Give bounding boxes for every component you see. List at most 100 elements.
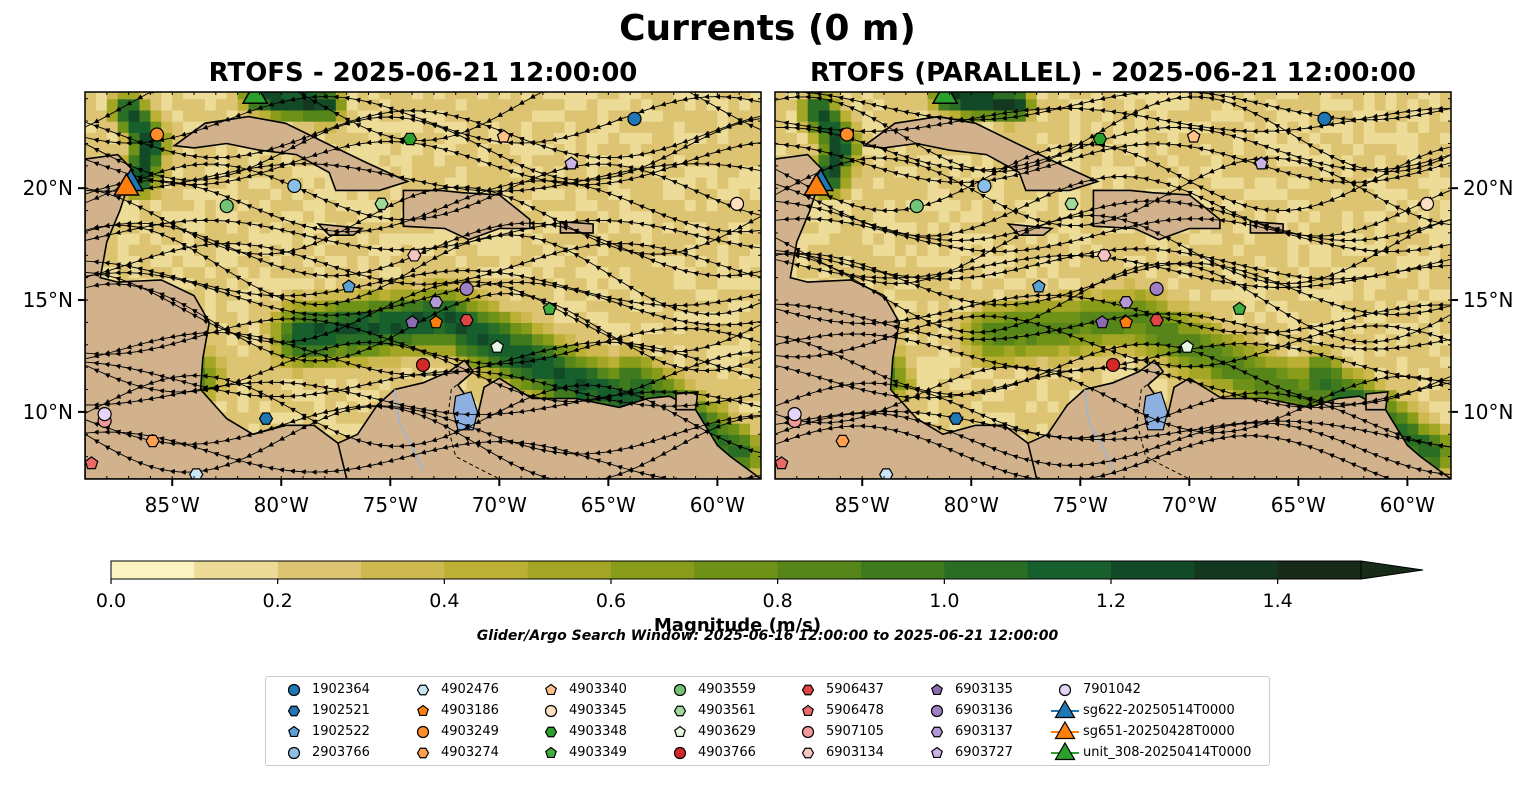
float-6903136 xyxy=(1149,281,1164,296)
legend-marker-icon xyxy=(545,683,557,696)
colorbar-bin xyxy=(277,561,362,579)
map-frame xyxy=(774,91,1452,480)
legend-item: sg622-20250514T0000 xyxy=(1051,699,1235,719)
legend-marker-icon xyxy=(1051,741,1079,761)
legend-marker-icon xyxy=(931,746,943,759)
argo-float-markers xyxy=(775,111,1435,479)
colorbar-bin xyxy=(1194,561,1279,579)
float-6903134 xyxy=(407,249,422,262)
legend-label: 4902476 xyxy=(441,682,499,697)
colorbar-bin xyxy=(1277,561,1362,579)
colorbar-tick-label: 0.0 xyxy=(96,590,126,612)
legend-item: 4903766 xyxy=(673,745,756,760)
float-6903136 xyxy=(459,281,474,296)
float-4903186 xyxy=(429,315,443,329)
y-tick-label: 20°N xyxy=(23,176,73,200)
legend-label: 6903136 xyxy=(955,703,1013,718)
legend-marker xyxy=(801,725,815,739)
float-4903274 xyxy=(145,434,160,448)
legend-label: 7901042 xyxy=(1083,682,1141,697)
float-1902521 xyxy=(948,412,964,425)
land-polygon xyxy=(675,390,699,411)
legend-label: 5907105 xyxy=(826,724,884,739)
map-plot-area xyxy=(85,92,761,479)
legend-label: 4903349 xyxy=(569,745,627,760)
legend-marker-icon xyxy=(801,725,815,739)
legend-marker xyxy=(674,725,686,738)
streamline xyxy=(85,92,761,144)
colorbar-bin xyxy=(444,561,529,579)
float-6903134 xyxy=(1097,249,1112,262)
float-4903345 xyxy=(729,196,745,211)
x-tick-label: 80°W xyxy=(944,493,999,517)
legend-label: 5906437 xyxy=(826,682,884,697)
legend-marker xyxy=(801,684,815,696)
legend-label: 6903134 xyxy=(826,745,884,760)
legend-label: 1902521 xyxy=(312,703,370,718)
colorbar-tick-label: 1.2 xyxy=(1096,590,1126,612)
float-6903135 xyxy=(405,315,419,329)
colorbar-bin xyxy=(111,561,195,579)
colorbar-tick-label: 1.4 xyxy=(1263,590,1293,612)
legend-marker-icon xyxy=(416,684,430,696)
legend-marker-icon xyxy=(288,725,300,738)
float-4902476 xyxy=(879,468,894,479)
float-5906437 xyxy=(459,313,474,327)
float-6903137 xyxy=(428,296,444,309)
colorbar-frame xyxy=(110,560,1362,580)
legend-marker xyxy=(930,704,944,718)
right-panel-title: RTOFS (PARALLEL) - 2025-06-21 12:00:00 xyxy=(810,58,1416,88)
colorbar-bin xyxy=(194,561,279,579)
legend-marker xyxy=(930,726,944,738)
legend-marker xyxy=(931,746,943,759)
colorbar-tick-label: 0.2 xyxy=(263,590,293,612)
colorbar-extend-arrow xyxy=(1360,560,1424,580)
legend-marker xyxy=(673,683,687,697)
map-plot-area xyxy=(775,92,1451,479)
glider-markers xyxy=(113,92,269,196)
legend-item: 4903186 xyxy=(417,703,499,718)
colorbar-bin xyxy=(694,561,779,579)
y-tick-label: 15°N xyxy=(23,288,73,312)
legend-label: 4903274 xyxy=(441,745,499,760)
legend-marker-icon xyxy=(673,705,687,717)
legend-marker-icon xyxy=(931,683,943,696)
legend-label: 6903135 xyxy=(955,682,1013,697)
legend-item: 4903249 xyxy=(416,724,499,739)
float-4903561 xyxy=(374,197,389,211)
streamline xyxy=(783,92,1451,123)
x-tick-label: 65°W xyxy=(581,493,636,517)
legend-marker-icon xyxy=(801,747,815,759)
legend-marker-icon xyxy=(287,683,301,697)
x-tick-label: 85°W xyxy=(145,493,200,517)
legend-label: 1902522 xyxy=(312,724,370,739)
float-1902364 xyxy=(1317,111,1332,126)
search-window-note: Glider/Argo Search Window: 2025-06-16 12… xyxy=(476,628,1059,644)
colorbar-bin xyxy=(944,561,1029,579)
legend-marker xyxy=(544,704,558,718)
streamlines xyxy=(775,92,1451,479)
legend-item: 5906478 xyxy=(802,703,884,718)
map-frame xyxy=(84,91,762,480)
legend-label: 4903249 xyxy=(441,724,499,739)
float-4903340 xyxy=(496,129,511,143)
legend-marker-icon xyxy=(802,704,814,717)
legend-label: 1902364 xyxy=(312,682,370,697)
legend-item: 6903137 xyxy=(930,724,1013,739)
legend-label: unit_308-20250414T0000 xyxy=(1083,745,1252,760)
legend-item: 1902522 xyxy=(288,724,370,739)
legend-marker-icon xyxy=(801,684,815,696)
colorbar: 0.0 0.2 0.4 0.6 0.8 1.0 1.2 1.4 xyxy=(96,560,1424,612)
legend-item: sg651-20250428T0000 xyxy=(1051,720,1235,740)
legend-item: 4903345 xyxy=(544,703,627,718)
legend-label: sg651-20250428T0000 xyxy=(1083,724,1235,739)
glider-sg651-20250428T0000 xyxy=(803,172,830,196)
argo-float-markers xyxy=(85,111,745,479)
float-4903345 xyxy=(1419,196,1435,211)
legend-label: 2903766 xyxy=(312,745,370,760)
float-4903766 xyxy=(1105,357,1121,373)
legend-item: 2903766 xyxy=(287,745,370,760)
float-2903766 xyxy=(287,178,302,194)
float-4903249 xyxy=(149,127,165,142)
